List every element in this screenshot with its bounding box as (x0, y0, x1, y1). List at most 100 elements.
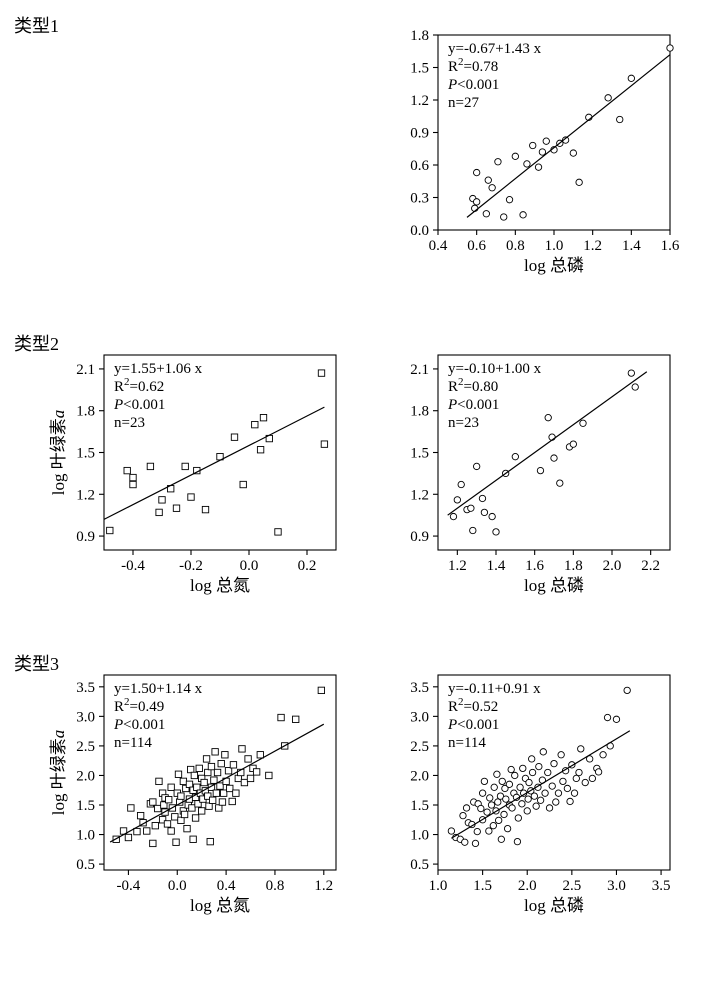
point (479, 495, 485, 501)
point (570, 441, 576, 447)
label-text: 类型1 (14, 16, 59, 36)
xtick: 1.5 (473, 878, 492, 894)
chart-c4: -0.40.00.40.81.20.51.01.52.02.53.03.5log… (46, 665, 346, 925)
point (494, 771, 500, 777)
ylabel: log 叶绿素a (49, 730, 68, 815)
plot-c1: 0.40.60.81.01.21.41.60.00.30.60.91.21.51… (380, 25, 680, 285)
point (137, 812, 143, 818)
point (257, 752, 263, 758)
point (573, 775, 579, 781)
n: n=23 (114, 415, 145, 431)
point (203, 756, 209, 762)
xtick: 0.8 (506, 238, 525, 254)
point (514, 838, 520, 844)
point (524, 161, 530, 167)
point (539, 149, 545, 155)
n: n=114 (114, 735, 152, 751)
point (474, 828, 480, 834)
point (134, 828, 140, 834)
point (529, 769, 535, 775)
ytick: 1.5 (410, 446, 429, 462)
xlabel: log 总磷 (524, 896, 584, 915)
point (545, 414, 551, 420)
point (524, 808, 530, 814)
point (546, 805, 552, 811)
point (260, 414, 266, 420)
r2: R2=0.78 (448, 56, 498, 75)
r2: R2=0.62 (114, 376, 164, 395)
point (212, 749, 218, 755)
xtick: 1.8 (564, 558, 583, 574)
ytick: 3.0 (76, 709, 95, 725)
point (549, 783, 555, 789)
point (508, 766, 514, 772)
point (542, 790, 548, 796)
plot-c3: 1.21.41.61.82.02.20.91.21.51.82.1log 总磷 … (380, 345, 680, 605)
point (180, 778, 186, 784)
ytick: 3.5 (410, 680, 429, 696)
point (487, 795, 493, 801)
ytick: 1.8 (410, 28, 429, 44)
point (227, 785, 233, 791)
point (512, 153, 518, 159)
point (490, 822, 496, 828)
point (208, 763, 214, 769)
point (580, 420, 586, 426)
point (520, 212, 526, 218)
point (526, 779, 532, 785)
point (175, 771, 181, 777)
chart-c3: 1.21.41.61.82.02.20.91.21.51.82.1log 总磷 … (380, 345, 680, 605)
xlabel: log 总氮 (190, 576, 250, 595)
n: n=23 (448, 415, 479, 431)
point (536, 763, 542, 769)
ytick: 1.2 (410, 93, 429, 109)
xtick: 1.2 (448, 558, 467, 574)
ytick: 1.5 (410, 61, 429, 77)
point (589, 775, 595, 781)
point (498, 836, 504, 842)
ytick: 0.5 (76, 857, 95, 873)
point (192, 815, 198, 821)
point (156, 509, 162, 515)
point (211, 777, 217, 783)
ytick: 1.8 (76, 404, 95, 420)
point (164, 821, 170, 827)
xtick: 2.5 (562, 878, 581, 894)
point (576, 769, 582, 775)
point (240, 481, 246, 487)
ytick: 3.5 (76, 680, 95, 696)
xtick: 1.0 (545, 238, 564, 254)
stats-block: y=1.55+1.06 x R2=0.62 P<0.001 n=23 (113, 361, 203, 431)
xtick: 1.4 (487, 558, 506, 574)
point (491, 784, 497, 790)
point (247, 775, 253, 781)
point (533, 803, 539, 809)
xtick: 0.8 (266, 878, 285, 894)
stats-block: y=-0.10+1.00 x R2=0.80 P<0.001 n=23 (447, 361, 542, 431)
point (528, 756, 534, 762)
xtick: -0.2 (179, 558, 203, 574)
ytick: 1.5 (76, 798, 95, 814)
point (166, 796, 172, 802)
point (553, 799, 559, 805)
point (576, 179, 582, 185)
point (217, 783, 223, 789)
ytick: 0.6 (410, 158, 429, 174)
point (130, 474, 136, 480)
point (188, 494, 194, 500)
ytick: 2.1 (76, 362, 95, 378)
xtick: 1.0 (429, 878, 448, 894)
point (230, 762, 236, 768)
xtick: 0.0 (240, 558, 259, 574)
point (233, 790, 239, 796)
point (219, 799, 225, 805)
point (178, 817, 184, 823)
xtick: -0.4 (117, 878, 141, 894)
ytick: 3.0 (410, 709, 429, 725)
xtick: 1.2 (583, 238, 602, 254)
point (450, 513, 456, 519)
xtick: 1.4 (622, 238, 641, 254)
point (519, 801, 525, 807)
point (617, 116, 623, 122)
point (481, 778, 487, 784)
